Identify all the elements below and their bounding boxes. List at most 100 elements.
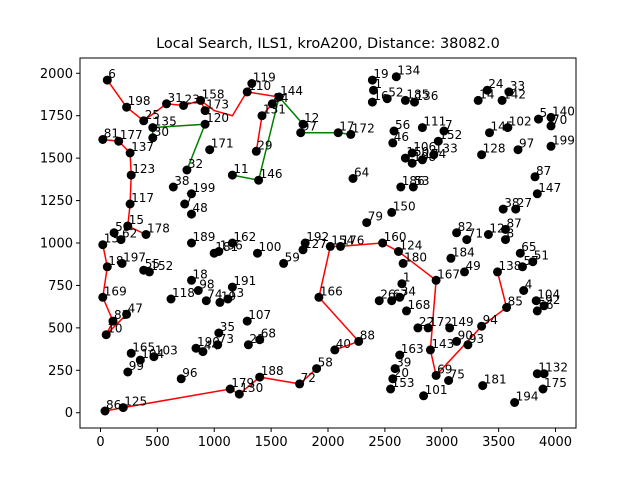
node-label: 49 — [466, 259, 481, 273]
node-point — [279, 258, 289, 268]
node-point — [531, 296, 541, 306]
node-point — [423, 323, 433, 333]
node-point — [452, 336, 462, 346]
node-point — [398, 258, 408, 268]
node-point — [234, 389, 244, 399]
y-tick-label: 750 — [48, 279, 73, 294]
node-label: 110 — [248, 79, 271, 93]
node-label: 17 — [339, 120, 354, 134]
node-point — [139, 265, 149, 275]
node-point — [243, 340, 253, 350]
node-label: 13 — [104, 232, 119, 246]
node-label: 86 — [106, 398, 121, 412]
node-point — [191, 343, 201, 353]
node-point — [242, 316, 252, 326]
node-point — [109, 228, 119, 238]
node-label: 38 — [504, 196, 519, 210]
node-point — [504, 87, 514, 97]
node-label: 154 — [331, 233, 354, 247]
node-point — [116, 235, 126, 245]
node-label: 160 — [384, 230, 407, 244]
y-tick-label: 1750 — [40, 109, 73, 124]
node-label: 18 — [108, 254, 123, 268]
node-label: 13 — [229, 286, 244, 300]
x-axis: 0 500 1000 1500 2000 2500 3000 3500 4000 — [96, 428, 572, 450]
node-label: 188 — [261, 364, 284, 378]
node-label: 7 — [186, 191, 194, 205]
node-point — [388, 138, 398, 148]
node-label: 197 — [123, 250, 146, 264]
node-point — [477, 321, 487, 331]
node-label: 1 — [538, 361, 546, 375]
node-label: 67 — [393, 288, 408, 302]
y-tick-label: 1000 — [40, 237, 73, 252]
node-label: 186 — [402, 174, 425, 188]
node-point — [510, 398, 520, 407]
node-label: 19 — [373, 67, 388, 81]
node-label: 144 — [280, 84, 303, 98]
node-label: 5 — [540, 106, 548, 120]
node-label: 51 — [534, 249, 549, 263]
node-label: 194 — [516, 390, 539, 404]
node-label: 184 — [452, 245, 475, 259]
node-point — [387, 296, 397, 306]
node-label: 143 — [431, 337, 454, 351]
node-point — [251, 146, 261, 156]
node-point — [391, 72, 401, 82]
node-label: 107 — [248, 308, 271, 322]
node-point — [460, 267, 469, 277]
node-label: 12 — [489, 222, 504, 236]
node-point — [485, 128, 494, 138]
node-label: 1 — [375, 77, 383, 91]
node-label: 150 — [393, 199, 416, 213]
node-label: 40 — [336, 337, 351, 351]
node-label: 58 — [318, 356, 333, 370]
node-point — [478, 381, 488, 391]
node-label: 82 — [458, 220, 473, 234]
node-point — [407, 158, 417, 168]
node-point — [501, 224, 510, 234]
node-label: 174 — [423, 147, 446, 161]
node-point — [122, 309, 132, 319]
node-label: 192 — [306, 230, 329, 244]
node-label: 19 — [221, 289, 236, 303]
node-label: 124 — [400, 239, 423, 253]
node-point — [397, 279, 407, 289]
node-point — [176, 374, 186, 384]
node-point — [333, 128, 343, 138]
node-point — [213, 340, 223, 350]
node-point — [223, 294, 233, 304]
node-point — [407, 148, 417, 158]
node-label: 57 — [524, 254, 539, 268]
node-label: 196 — [220, 239, 243, 253]
node-point — [267, 99, 277, 109]
node-label: 134 — [397, 64, 420, 78]
node-label: 25 — [145, 108, 160, 122]
node-point — [367, 75, 377, 85]
node-label: 72 — [301, 371, 316, 385]
node-label: 167 — [437, 267, 460, 281]
node-point — [141, 230, 151, 239]
node-label: 142 — [503, 87, 526, 101]
node-point — [462, 235, 472, 245]
node-label: 16 — [373, 89, 388, 103]
node-point — [101, 330, 111, 340]
node-point — [348, 174, 358, 183]
node-point — [410, 97, 419, 107]
node-label: 87 — [536, 164, 551, 178]
node-point — [123, 367, 133, 377]
node-label: 125 — [124, 395, 147, 409]
node-label: 199 — [193, 181, 216, 195]
node-point — [179, 101, 188, 110]
node-label: 68 — [261, 327, 276, 341]
node-label: 198 — [128, 94, 151, 108]
node-label: 101 — [425, 383, 448, 397]
node-point — [274, 92, 284, 102]
node-point — [445, 323, 455, 333]
node-point — [374, 296, 384, 306]
node-point — [497, 95, 507, 105]
node-point — [400, 153, 410, 163]
node-point — [473, 95, 483, 105]
node-point — [394, 247, 403, 256]
node-point — [298, 119, 308, 129]
